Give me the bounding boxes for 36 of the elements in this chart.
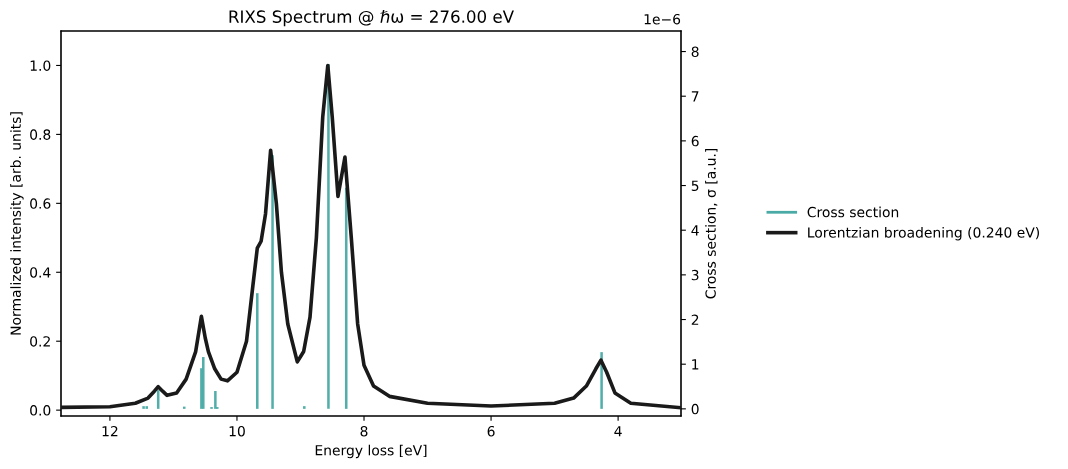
y-tick-label: 1.0 bbox=[30, 60, 51, 71]
y-tick-label: 0.4 bbox=[30, 267, 51, 278]
y2-tick-label: 8 bbox=[691, 46, 699, 58]
y2-tick-label: 3 bbox=[691, 269, 699, 281]
x-tick-label: 8 bbox=[360, 425, 368, 437]
x-tick-label: 12 bbox=[102, 425, 118, 437]
line-series bbox=[61, 63, 681, 410]
bar bbox=[303, 406, 306, 409]
y2-axis-title: Cross section, σ [a.u.] bbox=[705, 148, 718, 299]
y2-tick-label: 5 bbox=[691, 180, 699, 192]
chart-title: RIXS Spectrum @ ℏω = 276.00 eV bbox=[229, 10, 514, 27]
legend-label: Cross section bbox=[807, 206, 899, 218]
y-axis-title: Normalized intensity [arb. units] bbox=[10, 112, 24, 335]
y-tick-label: 0.8 bbox=[30, 129, 51, 140]
x-tick-label: 6 bbox=[487, 425, 495, 437]
x-axis-title: Energy loss [eV] bbox=[315, 444, 427, 459]
bar bbox=[202, 357, 205, 409]
legend-label: Lorentzian broadening (0.240 eV) bbox=[808, 226, 1039, 241]
x-tick-label: 4 bbox=[614, 426, 622, 437]
text: 1e−6 bbox=[644, 13, 681, 25]
y2-tick-label: 7 bbox=[691, 91, 699, 102]
bar bbox=[256, 293, 259, 409]
y-tick-label: 0.0 bbox=[30, 405, 51, 416]
y2-tick-label: 2 bbox=[691, 314, 699, 325]
bar bbox=[145, 406, 149, 409]
bar bbox=[327, 64, 330, 409]
bar bbox=[182, 406, 186, 409]
y-tick-label: 0.2 bbox=[30, 336, 50, 347]
y2-tick-label: 0 bbox=[691, 403, 699, 415]
y2-tick-label: 4 bbox=[691, 225, 699, 236]
y2-tick-label: 1 bbox=[692, 359, 699, 370]
y-tick-label: 0.6 bbox=[30, 198, 51, 209]
bar bbox=[214, 390, 217, 409]
bar bbox=[142, 406, 145, 409]
x-tick-label: 10 bbox=[229, 425, 245, 437]
y2-tick-label: 6 bbox=[691, 135, 699, 147]
